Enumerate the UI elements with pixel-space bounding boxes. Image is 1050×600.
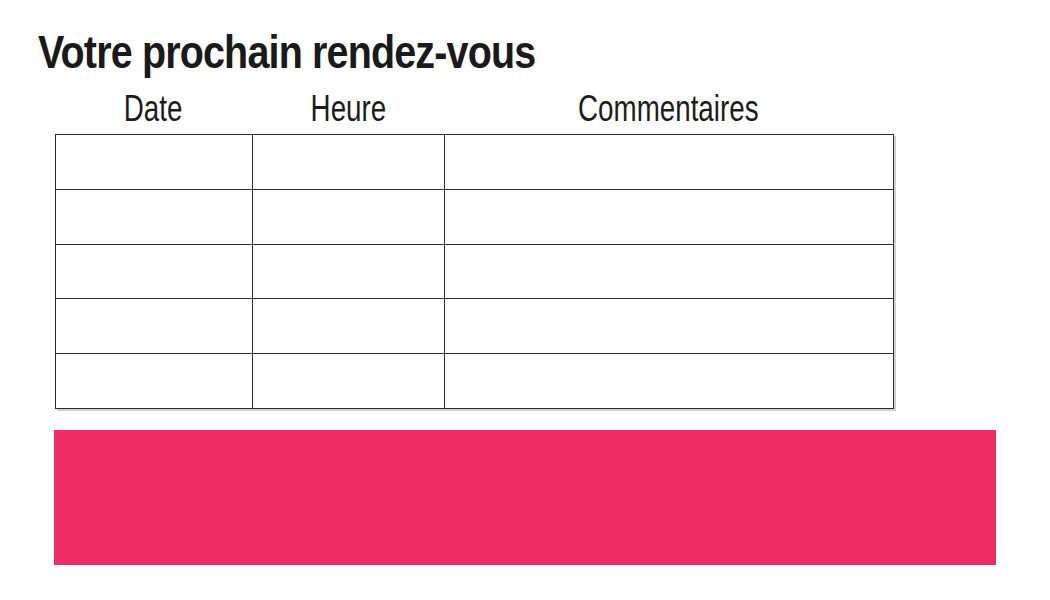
page: Votre prochain rendez-vous Date Heure Co… bbox=[0, 0, 1050, 600]
table-row bbox=[56, 244, 894, 299]
cell-commentaires bbox=[445, 354, 894, 409]
column-header-date-label: Date bbox=[124, 90, 183, 127]
cell-commentaires bbox=[445, 189, 894, 244]
cell-heure bbox=[253, 135, 445, 190]
cell-date bbox=[56, 189, 253, 244]
table-header-row: Date Heure Commentaires bbox=[55, 88, 893, 128]
table-row bbox=[56, 135, 894, 190]
table-row bbox=[56, 354, 894, 409]
cell-date bbox=[56, 354, 253, 409]
column-header-commentaires-label: Commentaires bbox=[578, 90, 758, 127]
cell-date bbox=[56, 135, 253, 190]
column-header-commentaires: Commentaires bbox=[444, 90, 893, 127]
column-header-date: Date bbox=[55, 90, 252, 127]
cell-heure bbox=[253, 244, 445, 299]
table-row bbox=[56, 299, 894, 354]
page-title: Votre prochain rendez-vous bbox=[38, 27, 535, 76]
cell-heure bbox=[253, 354, 445, 409]
cell-date bbox=[56, 299, 253, 354]
cell-commentaires bbox=[445, 135, 894, 190]
cell-commentaires bbox=[445, 299, 894, 354]
footer-banner bbox=[54, 430, 996, 565]
table-row bbox=[56, 189, 894, 244]
appointments-table bbox=[55, 134, 894, 409]
column-header-heure-label: Heure bbox=[310, 90, 386, 127]
column-header-heure: Heure bbox=[252, 90, 444, 127]
cell-commentaires bbox=[445, 244, 894, 299]
cell-heure bbox=[253, 299, 445, 354]
cell-heure bbox=[253, 189, 445, 244]
cell-date bbox=[56, 244, 253, 299]
